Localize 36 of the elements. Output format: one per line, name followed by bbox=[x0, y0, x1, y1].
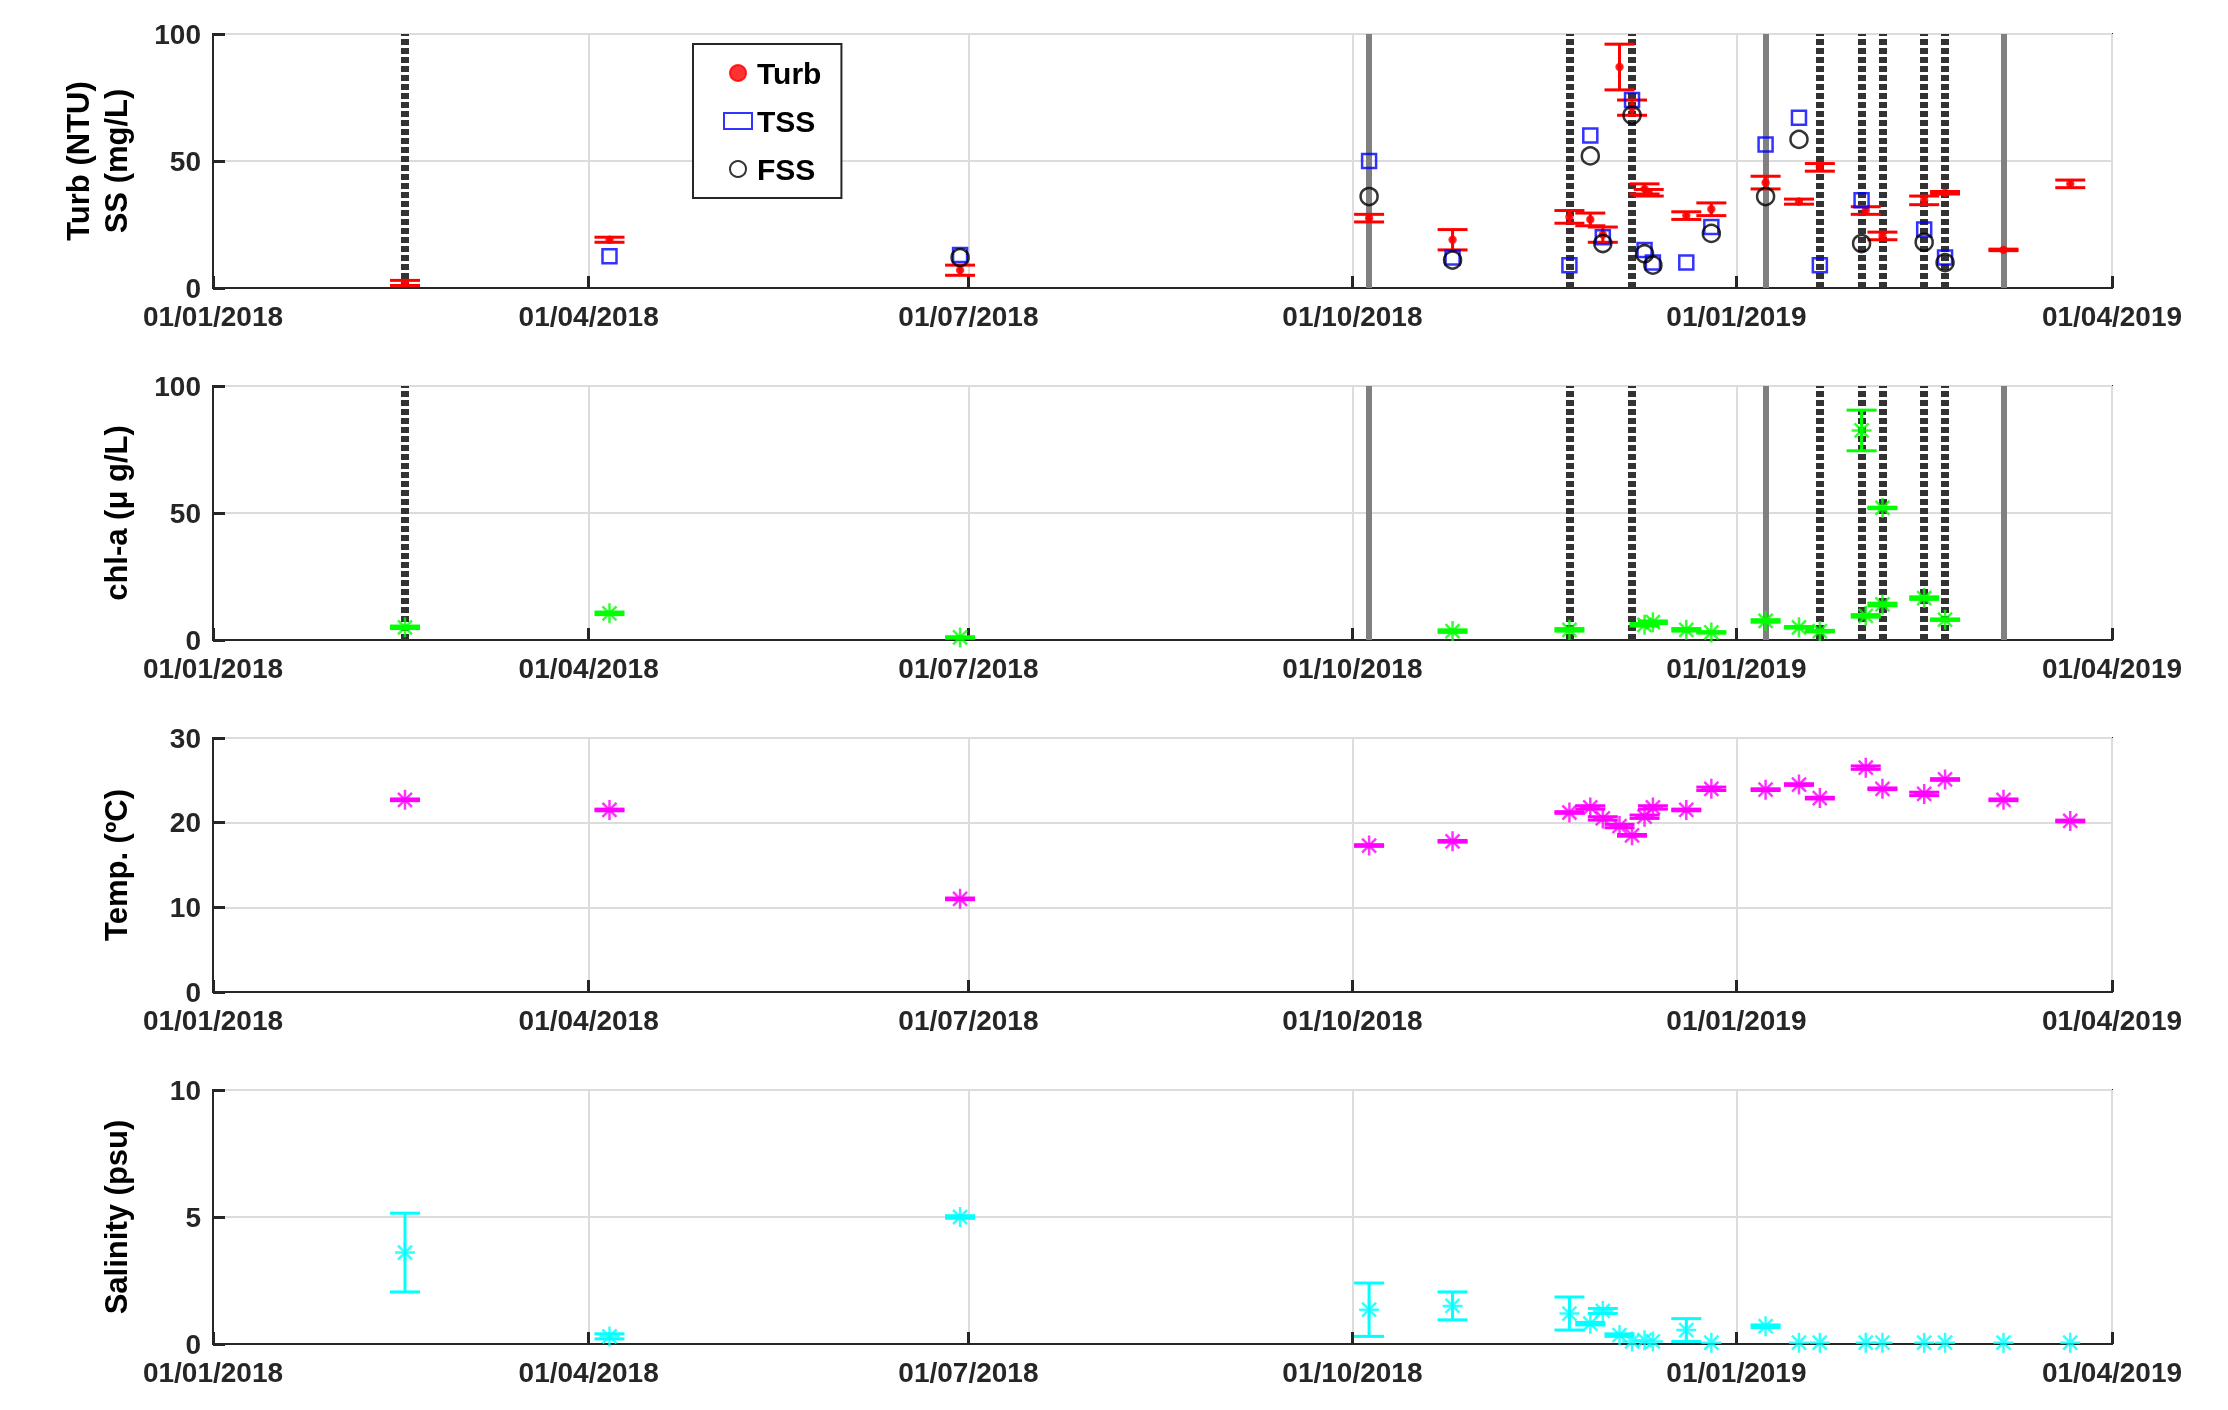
x-tick-label: 01/07/2018 bbox=[898, 1004, 1039, 1036]
x-tick-label: 01/10/2018 bbox=[1282, 1356, 1423, 1388]
x-tick-label: 01/04/2018 bbox=[518, 300, 659, 332]
x-tick-label: 01/04/2019 bbox=[2041, 1356, 2183, 1388]
x-tick-label: 01/01/2019 bbox=[1666, 1356, 1807, 1388]
x-tick-label: 01/04/2019 bbox=[2041, 300, 2183, 332]
y-tick-label: 30 bbox=[169, 722, 201, 754]
y-tick-label: 5 bbox=[185, 1201, 201, 1233]
legend-label: Turb bbox=[757, 56, 822, 90]
x-tick-label: 01/10/2018 bbox=[1282, 300, 1423, 332]
y-axis-title: Salinity (psu) bbox=[98, 1119, 134, 1315]
x-tick-label: 01/07/2018 bbox=[898, 1356, 1039, 1388]
x-tick-label: 01/01/2019 bbox=[1666, 1004, 1807, 1036]
x-tick-label: 01/10/2018 bbox=[1282, 1004, 1423, 1036]
x-tick-label: 01/04/2018 bbox=[518, 1004, 659, 1036]
y-tick-label: 50 bbox=[169, 497, 201, 529]
y-axis-title: Temp. (ºC) bbox=[98, 789, 134, 941]
x-tick-label: 01/04/2018 bbox=[518, 652, 659, 684]
y-tick-label: 20 bbox=[169, 807, 201, 839]
y-axis-title: Turb (NTU) SS (mg/L) bbox=[60, 81, 134, 241]
y-tick-label: 10 bbox=[169, 1074, 201, 1106]
legend-label: FSS bbox=[757, 152, 816, 186]
y-tick-label: 10 bbox=[169, 891, 201, 923]
x-tick-label: 01/01/2019 bbox=[1666, 652, 1807, 684]
x-tick-label: 01/04/2019 bbox=[2041, 1004, 2183, 1036]
x-tick-label: 01/07/2018 bbox=[898, 652, 1039, 684]
y-tick-label: 100 bbox=[154, 370, 201, 402]
x-tick-label: 01/07/2018 bbox=[898, 300, 1039, 332]
x-tick-label: 01/10/2018 bbox=[1282, 652, 1423, 684]
x-tick-label: 01/04/2019 bbox=[2041, 652, 2183, 684]
x-tick-label: 01/01/2019 bbox=[1666, 300, 1807, 332]
legend-label: TSS bbox=[757, 104, 816, 138]
x-tick-label: 01/04/2018 bbox=[518, 1356, 659, 1388]
y-tick-label: 50 bbox=[169, 145, 201, 177]
y-axis-title: chl-a (μ g/L) bbox=[98, 425, 134, 601]
y-tick-label: 100 bbox=[154, 18, 201, 50]
